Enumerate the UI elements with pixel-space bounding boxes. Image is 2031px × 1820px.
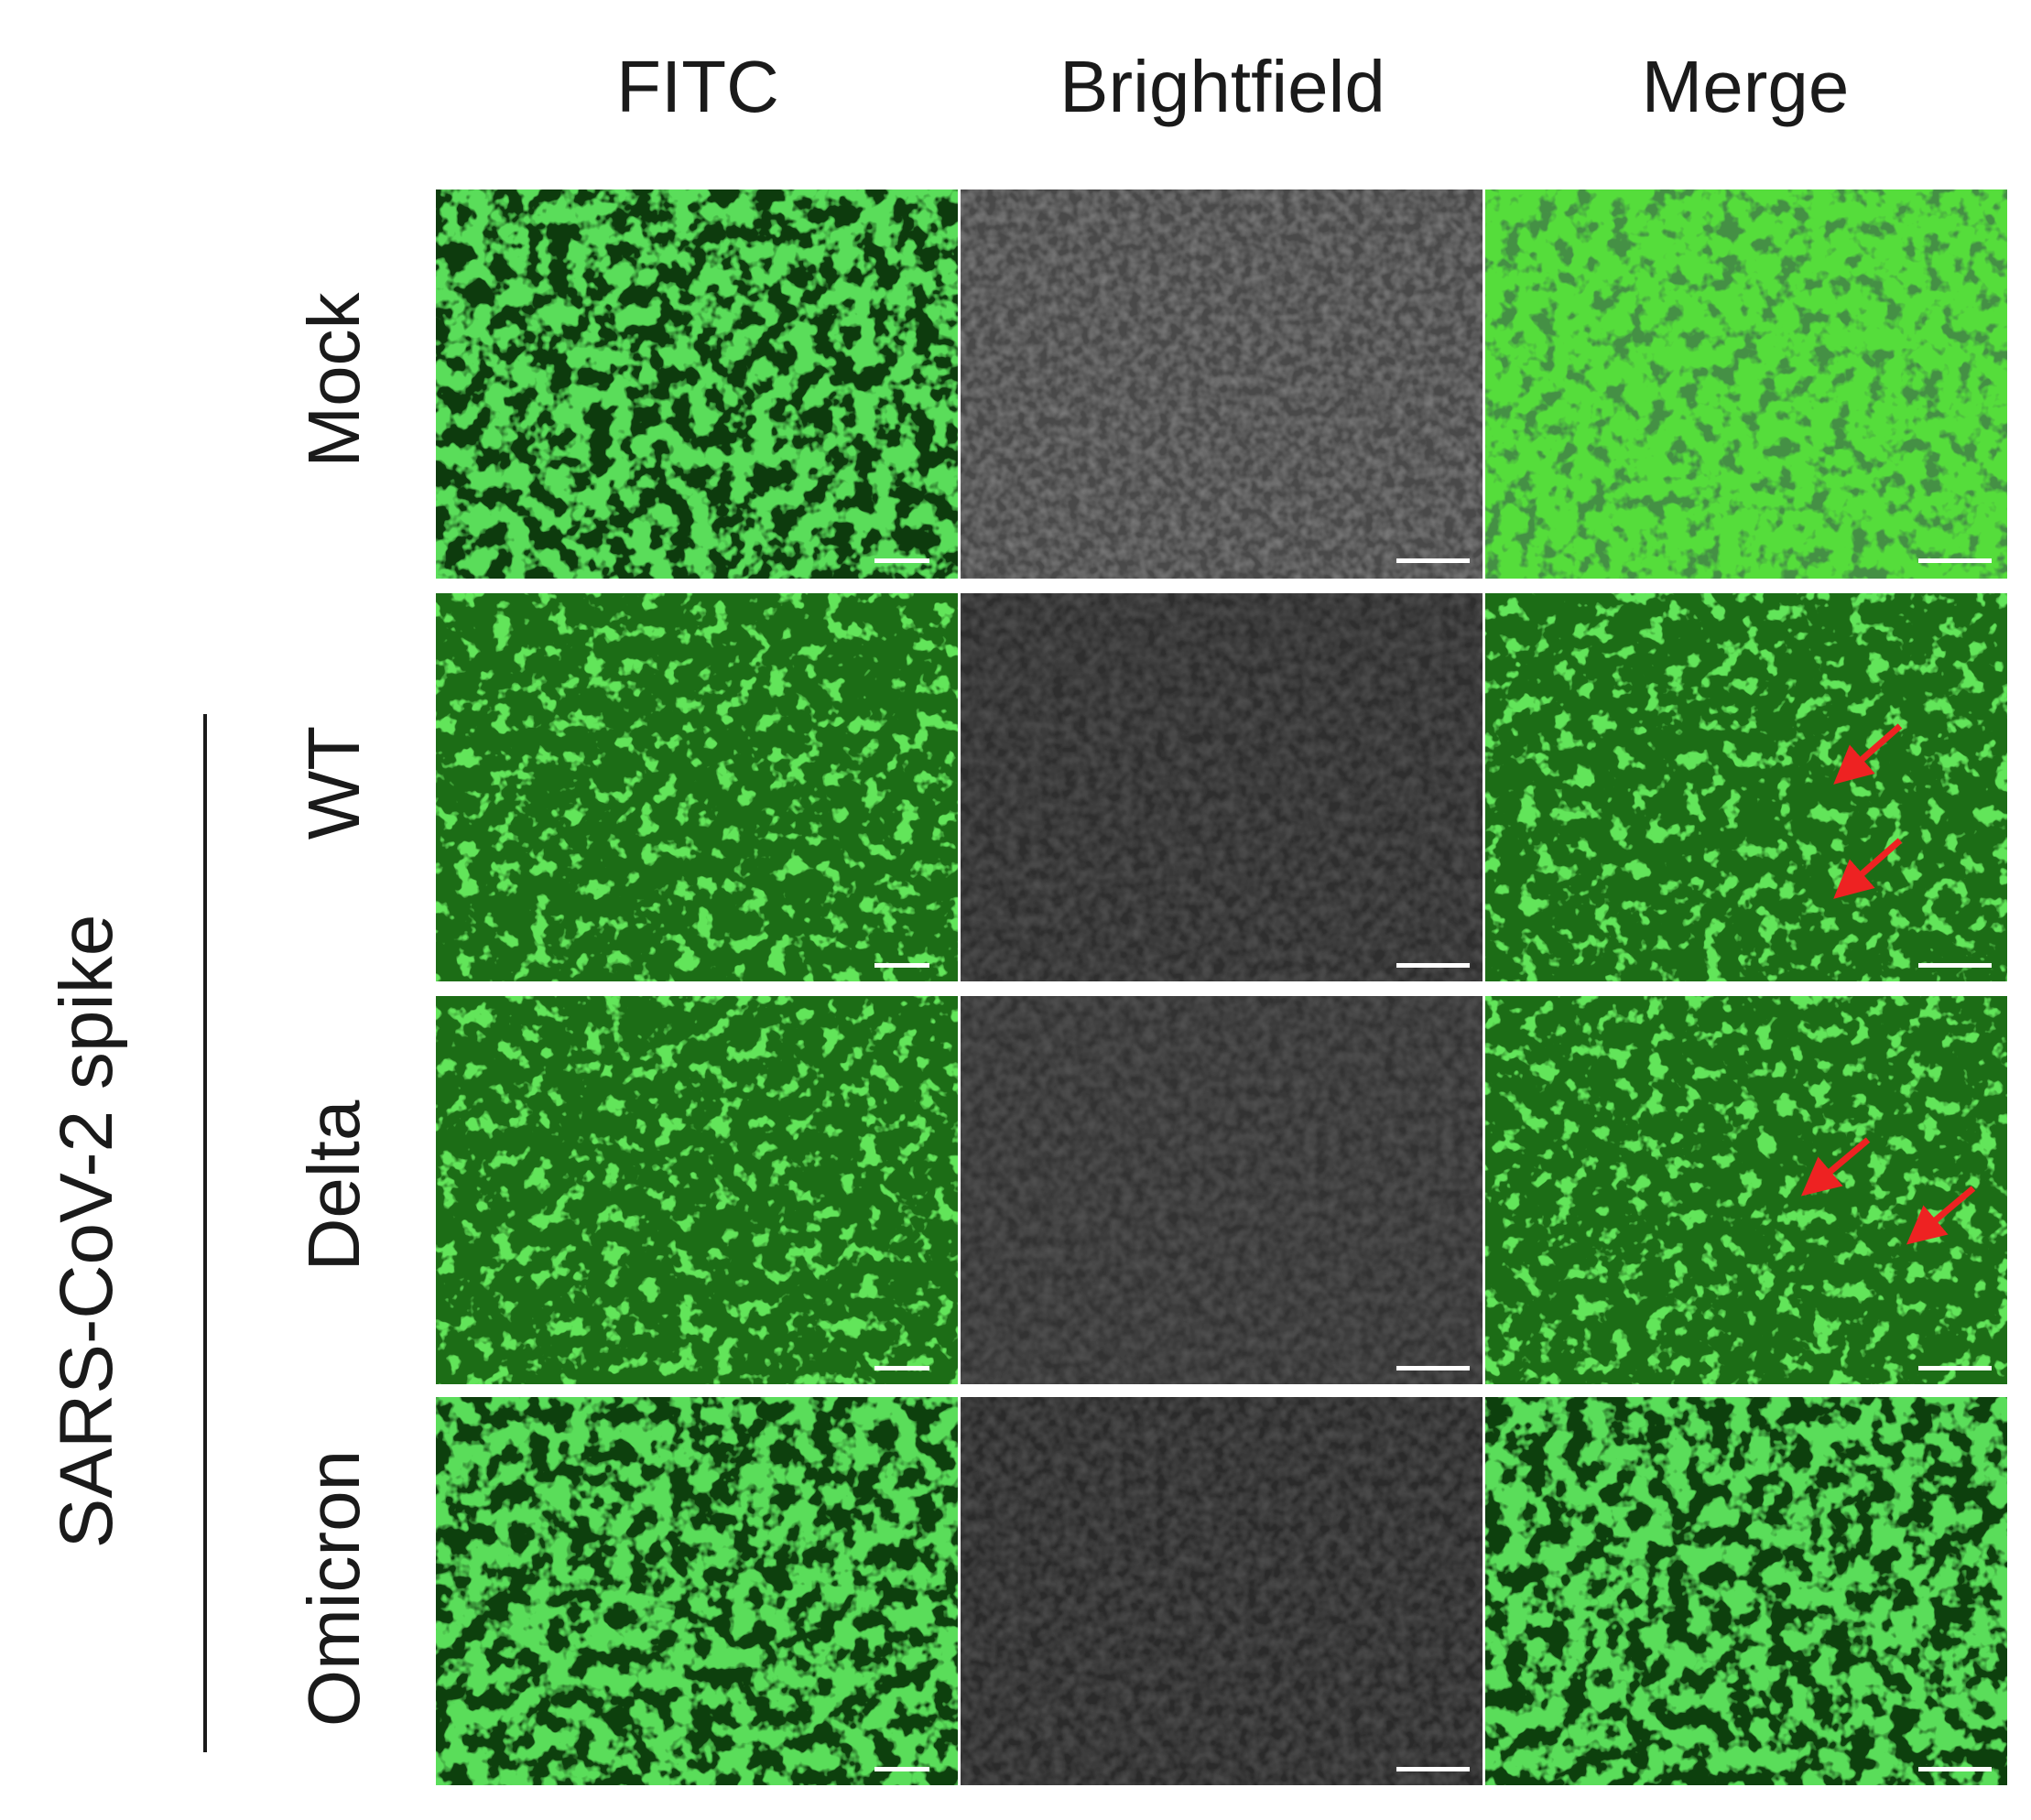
panel-mock-merge (1485, 190, 2007, 579)
arrow (1833, 723, 1903, 785)
col-label-fitc: FITC (616, 46, 779, 127)
arrow (1833, 838, 1903, 899)
panel-omicron-brightfield (961, 1397, 1483, 1785)
panel-delta-merge (1485, 996, 2007, 1384)
panel-mock-brightfield (961, 190, 1483, 579)
panel-delta-fitc (436, 996, 958, 1384)
arrow (1800, 1137, 1871, 1197)
scale-bar (1918, 558, 1992, 563)
arrow (1906, 1186, 1976, 1245)
panel-mock-fitc (436, 190, 958, 579)
panel-wt-brightfield (961, 593, 1483, 981)
scale-bar (1396, 1767, 1470, 1771)
group-bracket-line (203, 714, 207, 1752)
scale-bar (874, 558, 929, 563)
panel-delta-brightfield (961, 996, 1483, 1384)
panel-omicron-merge (1485, 1397, 2007, 1785)
scale-bar (874, 963, 929, 968)
scale-bar (1396, 1366, 1470, 1370)
scale-bar (874, 1366, 929, 1370)
scale-bar (1396, 963, 1470, 968)
scale-bar (1918, 1767, 1992, 1771)
scale-bar (1396, 558, 1470, 563)
col-label-merge: Merge (1641, 46, 1850, 127)
panel-omicron-fitc (436, 1397, 958, 1785)
panel-wt-fitc (436, 593, 958, 981)
panel-wt-merge (1485, 593, 2007, 981)
scale-bar (1918, 1366, 1992, 1370)
scale-bar (874, 1767, 929, 1771)
scale-bar (1918, 963, 1992, 968)
col-label-brightfield: Brightfield (1059, 46, 1385, 127)
